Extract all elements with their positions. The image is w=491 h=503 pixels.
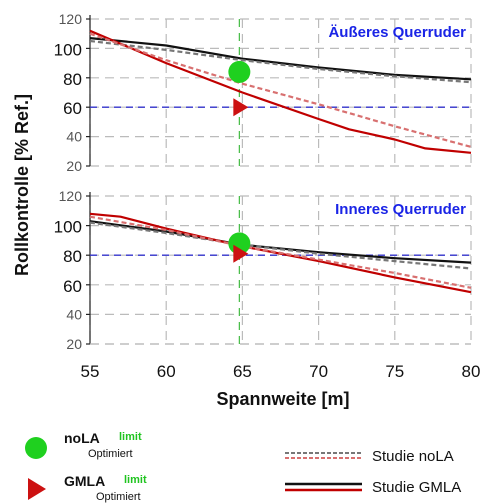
series-line-red-dashed	[89, 32, 472, 148]
legend-nola-sub: Optimiert	[88, 448, 133, 460]
x-tick-label: 65	[233, 362, 252, 381]
series-line-red-solid	[89, 29, 472, 154]
legend-studie-gmla-line	[285, 482, 362, 492]
legend-gmla-sub: Optimiert	[96, 491, 141, 503]
x-tick-label: 55	[81, 362, 100, 381]
legend-studie-gmla-label: Studie GMLA	[372, 479, 461, 496]
y-tick-label: 120	[59, 11, 83, 27]
legend-nola-sup: limit	[119, 431, 142, 443]
x-tick-label: 60	[157, 362, 176, 381]
marker-gmla-limit	[233, 244, 249, 263]
y-tick-label: 40	[66, 129, 82, 145]
legend-gmla-label: GMLA	[64, 473, 105, 489]
x-tick-labels: 55 60 65 70 75 80	[81, 362, 481, 381]
marker-gmla-limit	[233, 98, 249, 117]
y-tick-label: 80	[63, 70, 82, 89]
panel-title-outer: Äußeres Querruder	[328, 24, 466, 41]
legend-nola-marker	[25, 437, 47, 459]
legend-gmla-marker	[28, 478, 46, 500]
y-tick-label: 60	[63, 277, 82, 296]
y-tick-label: 20	[66, 336, 82, 352]
series-line-black-solid	[89, 37, 472, 81]
x-tick-label: 70	[309, 362, 328, 381]
y-tick-label: 40	[66, 306, 82, 322]
y-tick-label: 100	[54, 40, 82, 59]
legend-studie-nola-line	[285, 452, 362, 459]
panel-outer-aileron: 20 40 60 80 100 120 Äußeres Querruder	[54, 11, 472, 174]
x-tick-label: 75	[385, 362, 404, 381]
series-line-black-dashed	[89, 221, 472, 270]
panel-inner-aileron: 20 40 60 80 100 120 Inneres Querruder	[54, 188, 472, 352]
y-axis-label: Rollkontrolle [% Ref.]	[12, 94, 32, 276]
y-tick-label: 80	[63, 247, 82, 266]
y-tick-label: 60	[63, 99, 82, 118]
series-line-red-dashed	[89, 215, 472, 289]
legend-studie-nola-label: Studie noLA	[372, 448, 454, 465]
y-tick-label: 20	[66, 158, 82, 174]
legend: noLA limit Optimiert GMLA limit Optimier…	[25, 430, 461, 503]
y-tick-label: 120	[59, 188, 83, 204]
marker-nola-limit	[228, 60, 251, 83]
panel-title-inner: Inneres Querruder	[335, 201, 466, 218]
y-tick-label: 100	[54, 218, 82, 237]
legend-gmla-sup: limit	[124, 474, 147, 486]
x-tick-label: 80	[462, 362, 481, 381]
panel-0-plot: 20 40 60 80 100 120	[54, 11, 472, 174]
legend-nola-label: noLA	[64, 430, 100, 446]
x-axis-label: Spannweite [m]	[216, 389, 349, 409]
